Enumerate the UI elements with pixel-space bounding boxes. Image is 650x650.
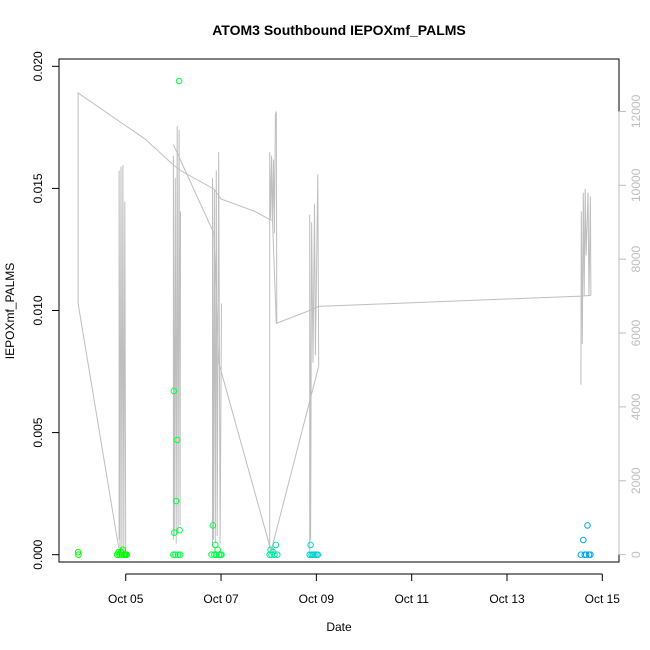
data-point — [171, 529, 178, 537]
series-spike-2 — [212, 152, 222, 548]
data-point — [582, 551, 590, 559]
y-axis: 0.000 0.005 0.010 0.015 0.020 — [31, 51, 60, 570]
y-tick-label: 0.000 — [31, 539, 45, 569]
data-point — [170, 551, 177, 559]
data-point — [174, 551, 182, 559]
data-point — [176, 551, 184, 559]
plot-points — [74, 77, 594, 559]
data-point — [311, 551, 318, 559]
data-point — [175, 77, 183, 85]
x-axis-label: Date — [326, 620, 352, 634]
data-point — [172, 551, 179, 559]
y2-axis: 0 2000 4000 6000 8000 10000 12000 — [618, 94, 643, 558]
data-point — [580, 536, 587, 544]
data-point — [271, 551, 278, 559]
data-point — [208, 551, 215, 559]
y2-tick-label: 4000 — [629, 393, 643, 420]
x-tick-label: Oct 15 — [585, 592, 621, 606]
data-point — [584, 522, 591, 529]
y2-tick-label: 10000 — [629, 168, 643, 202]
y2-tick-label: 8000 — [629, 245, 643, 272]
x-tick-label: Oct 05 — [108, 592, 144, 606]
data-point — [172, 497, 180, 505]
chart-title: ATOM3 Southbound IEPOXmf_PALMS — [212, 22, 466, 38]
data-point — [272, 541, 280, 549]
data-point — [118, 551, 126, 559]
data-point — [314, 551, 322, 559]
data-point — [173, 436, 181, 444]
x-tick-label: Oct 11 — [394, 592, 429, 606]
data-point — [170, 387, 178, 395]
y2-tick-label: 0 — [629, 551, 643, 558]
y2-tick-label: 2000 — [629, 467, 643, 494]
x-tick-label: Oct 09 — [299, 592, 335, 606]
data-point — [209, 522, 217, 529]
y-tick-label: 0.010 — [31, 295, 45, 325]
series-spike-3 — [269, 111, 278, 548]
data-point — [274, 551, 281, 559]
data-point — [123, 551, 130, 559]
data-point — [587, 551, 594, 559]
y-tick-label: 0.015 — [31, 173, 45, 203]
plot-lines — [77, 92, 592, 553]
series-spike-5 — [580, 188, 592, 385]
y2-tick-label: 6000 — [629, 319, 643, 346]
data-point — [74, 548, 82, 556]
series-spike-1 — [172, 126, 181, 544]
data-point — [176, 527, 183, 534]
series-spike-4 — [309, 174, 320, 551]
y2-tick-label: 12000 — [629, 94, 643, 128]
y-tick-label: 0.020 — [31, 51, 45, 81]
series-line-cross — [172, 144, 320, 553]
y-axis-label: IEPOXmf_PALMS — [3, 263, 17, 359]
series-spike-0 — [118, 164, 127, 551]
data-point — [75, 551, 82, 559]
data-point — [211, 551, 218, 559]
data-point — [306, 551, 314, 559]
x-tick-label: Oct 07 — [203, 592, 239, 606]
data-point — [218, 551, 225, 559]
y-tick-label: 0.005 — [31, 417, 45, 447]
x-tick-label: Oct 13 — [489, 592, 525, 606]
data-point — [307, 541, 314, 549]
x-axis: Oct 05 Oct 07 Oct 09 Oct 11 Oct 13 Oct 15 — [108, 573, 621, 606]
